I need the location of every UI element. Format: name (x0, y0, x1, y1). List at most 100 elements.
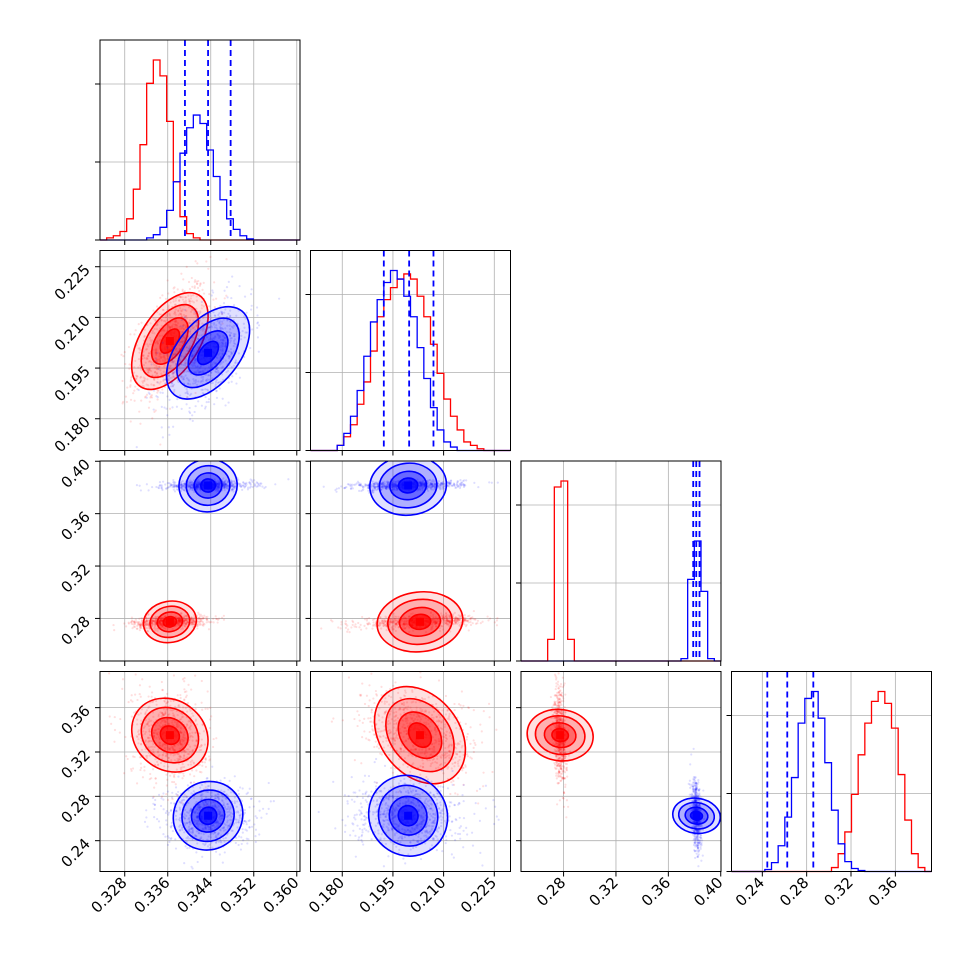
sample-point (237, 478, 240, 481)
sample-point (379, 616, 382, 619)
sample-point (179, 484, 182, 487)
sample-point (430, 622, 433, 625)
sample-point (447, 623, 450, 626)
sample-point (490, 481, 493, 484)
sample-point (464, 616, 467, 619)
sample-point (194, 279, 197, 282)
sample-point (244, 317, 247, 320)
sample-point (222, 481, 225, 484)
sample-point (395, 615, 398, 618)
sample-point (138, 351, 141, 354)
sample-point (393, 615, 396, 618)
sample-point (453, 617, 456, 620)
sample-point (155, 728, 158, 731)
sample-point (167, 486, 170, 489)
sample-point (147, 613, 150, 616)
sample-point (185, 377, 189, 380)
sample-point (368, 622, 372, 626)
sample-point (231, 484, 234, 487)
sample-point (147, 354, 150, 357)
sample-point (219, 356, 222, 359)
sample-point (168, 433, 171, 436)
sample-point (167, 306, 170, 309)
sample-point (361, 615, 364, 619)
sample-point (232, 364, 235, 367)
sample-point (217, 483, 221, 486)
sample-point (391, 621, 394, 625)
sample-point (194, 674, 197, 677)
sample-point (195, 383, 199, 386)
sample-point (210, 326, 213, 329)
sample-point (195, 486, 198, 489)
sample-point (180, 344, 183, 347)
sample-point (407, 615, 411, 618)
sample-point (495, 624, 499, 627)
sample-point (212, 621, 215, 624)
sample-point (205, 329, 208, 332)
sample-point (189, 383, 192, 386)
sample-point (435, 625, 438, 628)
sample-point (137, 621, 140, 624)
sample-point (171, 372, 174, 376)
sample-point (191, 354, 194, 357)
sample-point (180, 731, 183, 734)
sample-point (133, 621, 137, 624)
sample-point (196, 482, 200, 485)
sample-point (220, 311, 224, 314)
sample-point (257, 482, 260, 486)
sample-point (382, 485, 386, 488)
sample-point (470, 616, 473, 620)
sample-point (134, 693, 137, 696)
sample-point (344, 626, 348, 629)
sample-point (148, 336, 151, 339)
sample-point (180, 482, 183, 485)
sample-point (172, 383, 175, 386)
sample-point (240, 484, 243, 487)
sample-point (216, 366, 219, 369)
sample-point (228, 357, 231, 360)
sample-point (430, 486, 434, 489)
sample-point (191, 759, 194, 762)
sample-point (453, 483, 456, 486)
sample-point (186, 390, 189, 393)
sample-point (381, 483, 384, 486)
sample-point (157, 713, 160, 716)
sample-point (367, 489, 370, 492)
sample-point (207, 326, 210, 329)
sample-point (366, 622, 369, 625)
sample-point (158, 620, 162, 623)
sample-point (169, 301, 172, 304)
sample-point (214, 362, 217, 365)
sample-point (197, 371, 200, 374)
sample-point (429, 483, 432, 486)
sample-point (225, 482, 228, 485)
sample-point (431, 484, 435, 488)
sample-point (184, 618, 188, 622)
sample-point (138, 624, 141, 627)
sample-point (454, 622, 457, 625)
sample-point (147, 736, 150, 739)
sample-point (345, 485, 348, 489)
sample-point (180, 309, 183, 312)
sample-point (188, 707, 191, 711)
sample-point (199, 365, 203, 368)
sample-point (444, 615, 447, 619)
sample-point (200, 771, 203, 774)
sample-point (179, 718, 183, 721)
sample-point (182, 772, 185, 775)
sample-point (182, 376, 185, 379)
sample-point (392, 620, 395, 623)
sample-point (160, 485, 163, 488)
sample-point (226, 480, 229, 483)
sample-point (204, 765, 207, 768)
sample-point (392, 621, 395, 624)
sample-point (454, 618, 457, 622)
sample-point (212, 336, 215, 340)
sample-point (160, 319, 163, 322)
sample-point (458, 624, 461, 627)
sample-point (155, 349, 158, 353)
sample-point (182, 749, 186, 752)
sample-point (147, 370, 150, 374)
sample-point (153, 366, 157, 369)
sample-point (154, 374, 157, 377)
